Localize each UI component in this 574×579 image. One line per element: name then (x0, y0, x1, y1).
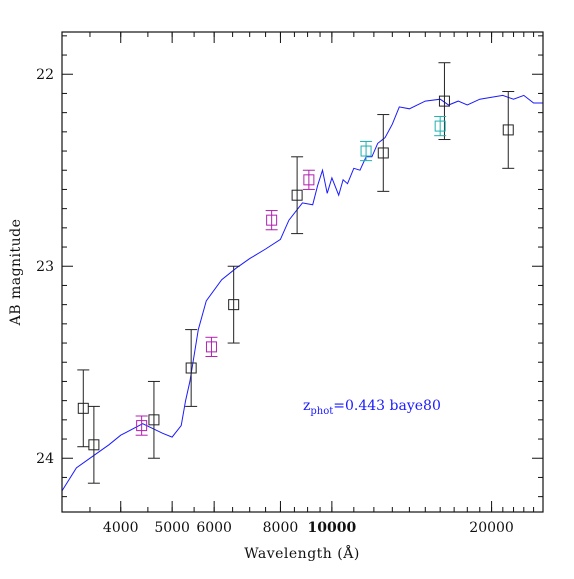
point-marker (136, 420, 148, 432)
photometry-point (360, 140, 373, 162)
plot-frame (61, 31, 544, 513)
annotation-text: =0.443 baye80 (333, 398, 441, 414)
point-marker (438, 95, 450, 107)
point-marker (148, 414, 160, 426)
x-tick-label: 20000 (469, 520, 514, 536)
chart-marks (61, 62, 543, 492)
photometry-point (147, 380, 160, 459)
photometry-point (434, 115, 447, 137)
photometry-point (291, 156, 304, 235)
point-marker (303, 174, 315, 186)
x-tick-label: 4000 (103, 520, 139, 536)
photometry-point (377, 114, 390, 192)
x-tick-label: 10000 (308, 520, 357, 536)
photometry-point (438, 62, 451, 141)
annotation-prefix: z (303, 398, 310, 414)
x-axis-title: Wavelength (Å) (244, 544, 360, 562)
point-marker (502, 124, 514, 136)
y-axis-title: AB magnitude (8, 219, 24, 327)
photometry-point (185, 329, 198, 407)
y-tick-label: 23 (36, 259, 54, 275)
point-marker (266, 214, 278, 226)
annotation-subscript: phot (310, 406, 333, 417)
photometry-point (87, 405, 100, 484)
point-marker (291, 189, 303, 201)
y-tick-label: 24 (36, 451, 54, 467)
point-marker (228, 299, 240, 311)
chart-axes: 4000 5000 6000 8000 10000 20000 22 23 24 (36, 32, 544, 536)
photometry-point (265, 210, 278, 231)
photometry-point (302, 169, 315, 190)
point-marker (360, 145, 372, 157)
point-marker (77, 402, 89, 414)
photometry-point (502, 91, 515, 169)
y-tick-label: 22 (36, 67, 54, 83)
x-tick-label: 5000 (154, 520, 190, 536)
photometry-point (77, 369, 90, 448)
point-marker (377, 147, 389, 159)
point-marker (434, 120, 446, 132)
point-marker (88, 439, 100, 451)
photometry-point (227, 265, 240, 344)
photometry-point (205, 336, 218, 357)
model-sed-line (61, 94, 543, 492)
x-tick-label: 6000 (196, 520, 232, 536)
photometry-point (135, 415, 148, 436)
point-marker (205, 341, 217, 353)
point-marker (185, 362, 197, 374)
photo-z-annotation: zphot=0.443 baye80 (303, 398, 441, 417)
x-tick-label: 8000 (263, 520, 299, 536)
